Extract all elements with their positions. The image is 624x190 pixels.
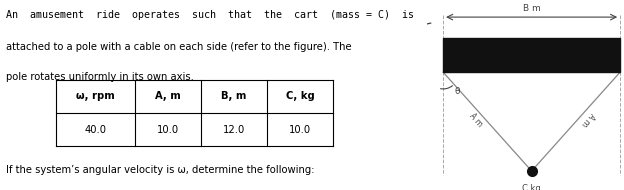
Text: C, kg: C, kg <box>286 91 314 101</box>
Bar <box>443 38 620 72</box>
Text: C kg: C kg <box>522 184 541 190</box>
Text: B, m: B, m <box>222 91 246 101</box>
Text: ω, rpm: ω, rpm <box>76 91 114 101</box>
Text: A, m: A, m <box>155 91 180 101</box>
Text: B m: B m <box>523 4 540 13</box>
Text: 10.0: 10.0 <box>289 125 311 135</box>
Text: 12.0: 12.0 <box>223 125 245 135</box>
Text: A m: A m <box>579 111 596 128</box>
Text: A m: A m <box>467 111 484 128</box>
Text: If the system’s angular velocity is ω, determine the following:: If the system’s angular velocity is ω, d… <box>6 165 315 175</box>
Text: 40.0: 40.0 <box>84 125 106 135</box>
Text: θ: θ <box>454 87 460 96</box>
Text: 10.0: 10.0 <box>157 125 179 135</box>
Text: attached to a pole with a cable on each side (refer to the figure). The: attached to a pole with a cable on each … <box>6 42 352 52</box>
Text: An  amusement  ride  operates  such  that  the  cart  (mass = C)  is: An amusement ride operates such that the… <box>6 10 414 20</box>
Text: pole rotates uniformly in its own axis.: pole rotates uniformly in its own axis. <box>6 72 194 82</box>
